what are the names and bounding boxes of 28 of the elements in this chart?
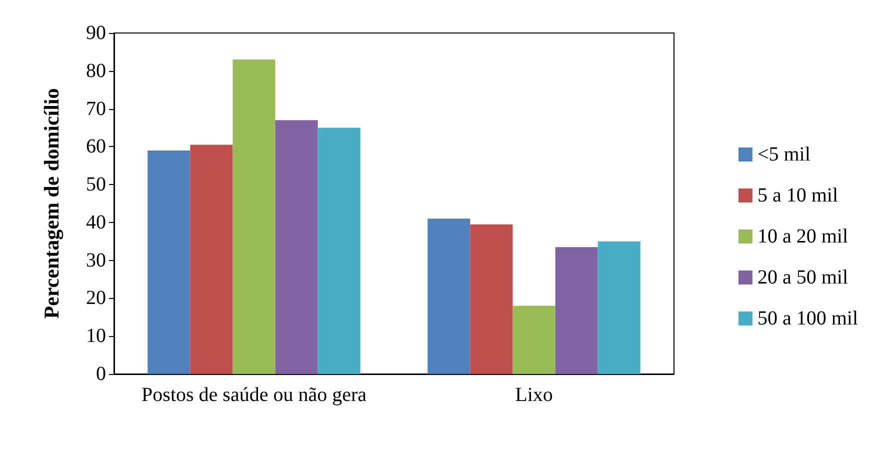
y-tick-label: 20 — [86, 287, 106, 310]
legend-label: 5 a 10 mil — [757, 184, 838, 206]
y-axis-title: Percentagem de domicílio — [40, 88, 64, 319]
y-tick-label: 80 — [86, 60, 106, 82]
x-tick-label: Lixo — [515, 384, 553, 406]
y-tick-label: 90 — [86, 22, 106, 44]
bar — [232, 60, 276, 374]
bar — [275, 120, 318, 374]
y-tick-label: 70 — [86, 98, 106, 120]
bar — [555, 247, 598, 374]
x-tick-label: Postos de saúde ou não gera — [142, 384, 367, 406]
bar — [318, 128, 360, 374]
y-tick-label: 40 — [86, 211, 106, 234]
bar — [428, 218, 470, 374]
bar — [190, 144, 233, 374]
bar — [148, 150, 190, 374]
legend-label: <5 mil — [757, 144, 811, 166]
legend-label: 50 a 100 mil — [757, 308, 858, 330]
legend-label: 10 a 20 mil — [757, 226, 848, 248]
y-tick-label: 60 — [86, 136, 106, 158]
bar — [470, 224, 513, 374]
bar — [598, 241, 640, 374]
legend-label: 20 a 50 mil — [757, 266, 848, 288]
y-tick-label: 0 — [96, 363, 106, 385]
y-tick-label: 30 — [86, 249, 106, 272]
y-tick-label: 50 — [86, 174, 106, 196]
bar — [512, 306, 556, 374]
y-tick-label: 10 — [86, 325, 106, 348]
